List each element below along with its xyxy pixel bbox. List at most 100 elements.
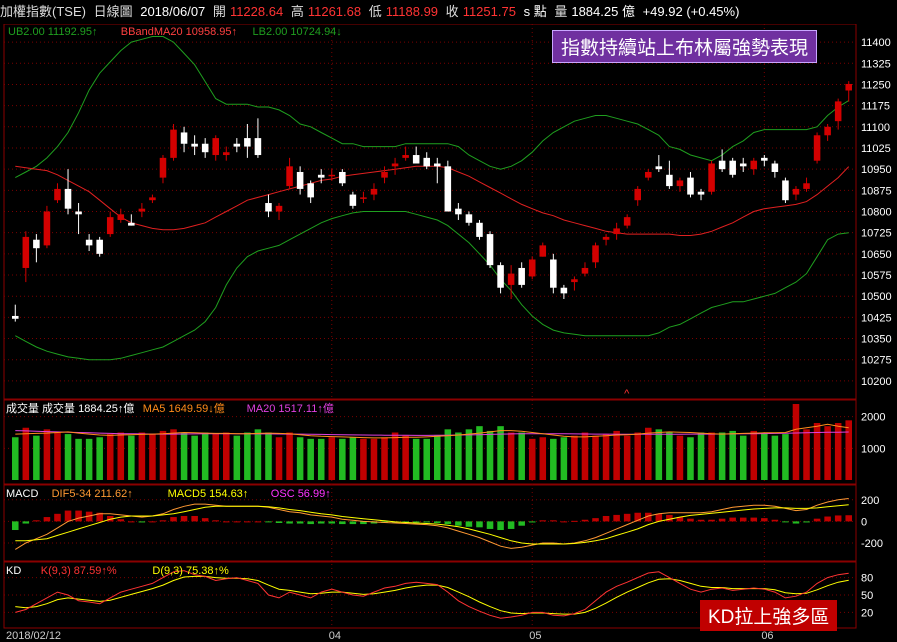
bb-mid-line [15, 165, 850, 236]
close-label: 收 [445, 4, 459, 19]
candle-body [750, 160, 758, 170]
kd-tick-label: 50 [861, 590, 873, 602]
volume-bar [613, 430, 620, 480]
volume-bar [792, 404, 800, 480]
candle-body [455, 208, 462, 215]
volume-bar [402, 435, 409, 480]
volume-bar [381, 437, 388, 480]
macd-signal-line [15, 504, 849, 545]
osc-bar [43, 517, 51, 522]
price-tick-label: 10350 [861, 334, 892, 346]
osc-bar [518, 521, 525, 526]
candle-body [824, 126, 831, 136]
volume-bar [803, 429, 810, 480]
osc-bar [623, 513, 631, 522]
volume-panel: 成交量 成交量 1884.25↑億 MA5 1649.59↓億 MA20 1517.… [6, 401, 852, 480]
volume-bar [845, 420, 852, 480]
osc-bar [739, 517, 747, 522]
volume-bar [645, 427, 652, 480]
candle-body [423, 157, 430, 167]
candle-body [813, 135, 821, 161]
osc-bar [244, 521, 251, 523]
osc-bar [560, 521, 568, 523]
osc-bar [687, 518, 694, 522]
d-line [15, 575, 849, 615]
volume-bar [54, 432, 61, 480]
osc-bar [275, 521, 283, 523]
volume-legend-item: MA5 1649.59↓億 [143, 402, 225, 415]
volume-bar [96, 437, 103, 480]
candle-body [402, 155, 409, 158]
volume-tick-label: 2000 [861, 412, 885, 424]
price-tick-label: 10200 [861, 376, 892, 388]
osc-bar [465, 521, 473, 527]
candle-body [507, 273, 515, 285]
k-line [15, 570, 849, 619]
candle-body [96, 239, 103, 254]
volume-bar [687, 437, 694, 480]
volume-bar [782, 434, 789, 480]
x-tick-label: 06 [761, 630, 773, 642]
candle-body [739, 163, 747, 167]
volume-bar [592, 435, 599, 480]
volume-bar [307, 438, 314, 480]
candle-body [233, 143, 241, 147]
price-tick-label: 11325 [861, 58, 891, 70]
bb-upper-line [15, 36, 849, 179]
volume-bar [370, 438, 378, 480]
candle-body [360, 197, 367, 199]
candle-body [708, 163, 715, 192]
candle-body [676, 180, 684, 187]
candle-body [613, 228, 620, 235]
candle-body [592, 245, 599, 263]
candle-body [571, 279, 578, 283]
candle-body [149, 197, 156, 201]
volume-bar [22, 427, 30, 480]
volume-bar [106, 434, 114, 480]
osc-bar [571, 520, 578, 522]
candle-body [761, 157, 768, 161]
candle-body [434, 163, 441, 167]
macd-legend-item: MACD5 154.63↑ [168, 488, 249, 500]
volume-bar [476, 426, 483, 480]
osc-bar [497, 521, 504, 531]
volume-bar [761, 432, 768, 480]
price-tick-label: 10575 [861, 270, 892, 282]
volume-label: 量 [554, 4, 568, 19]
candle-body [412, 155, 420, 164]
volume-ma5-line [15, 423, 849, 439]
candle-body [771, 163, 779, 172]
kd-annotation-banner: KD拉上強多區 [700, 600, 838, 631]
osc-bar [602, 515, 610, 522]
volume-bar [254, 429, 262, 480]
osc-bar [539, 520, 547, 522]
candle-body [64, 188, 72, 209]
candle-body [12, 315, 19, 319]
candle-body [223, 152, 230, 156]
osc-bar [201, 518, 209, 522]
osc-bar [434, 521, 441, 523]
candle-body [655, 166, 663, 170]
marker-caret: ^ [624, 388, 630, 400]
candle-body [43, 211, 51, 246]
candle-body [634, 188, 641, 201]
period-label: 日線圖 [93, 4, 133, 19]
osc-bar [317, 521, 325, 524]
x-tick-label: 05 [529, 630, 541, 642]
volume-bar [497, 426, 504, 480]
volume-bar [560, 437, 568, 480]
osc-bar [423, 521, 430, 523]
macd-legend-item: OSC 56.99↑ [271, 488, 331, 500]
bb-lower-line [15, 211, 849, 361]
osc-bar [761, 518, 768, 522]
volume-bar [550, 438, 557, 480]
candle-body [381, 171, 388, 178]
volume-legend-item: MA20 1517.11↑億 [247, 402, 334, 415]
osc-bar [803, 521, 810, 523]
osc-bar [233, 521, 241, 523]
volume-bar [507, 432, 515, 480]
osc-bar [22, 521, 30, 524]
instrument-name: 加權指數(TSE) [0, 4, 86, 19]
volume-bar [834, 423, 842, 480]
osc-bar [771, 519, 779, 522]
